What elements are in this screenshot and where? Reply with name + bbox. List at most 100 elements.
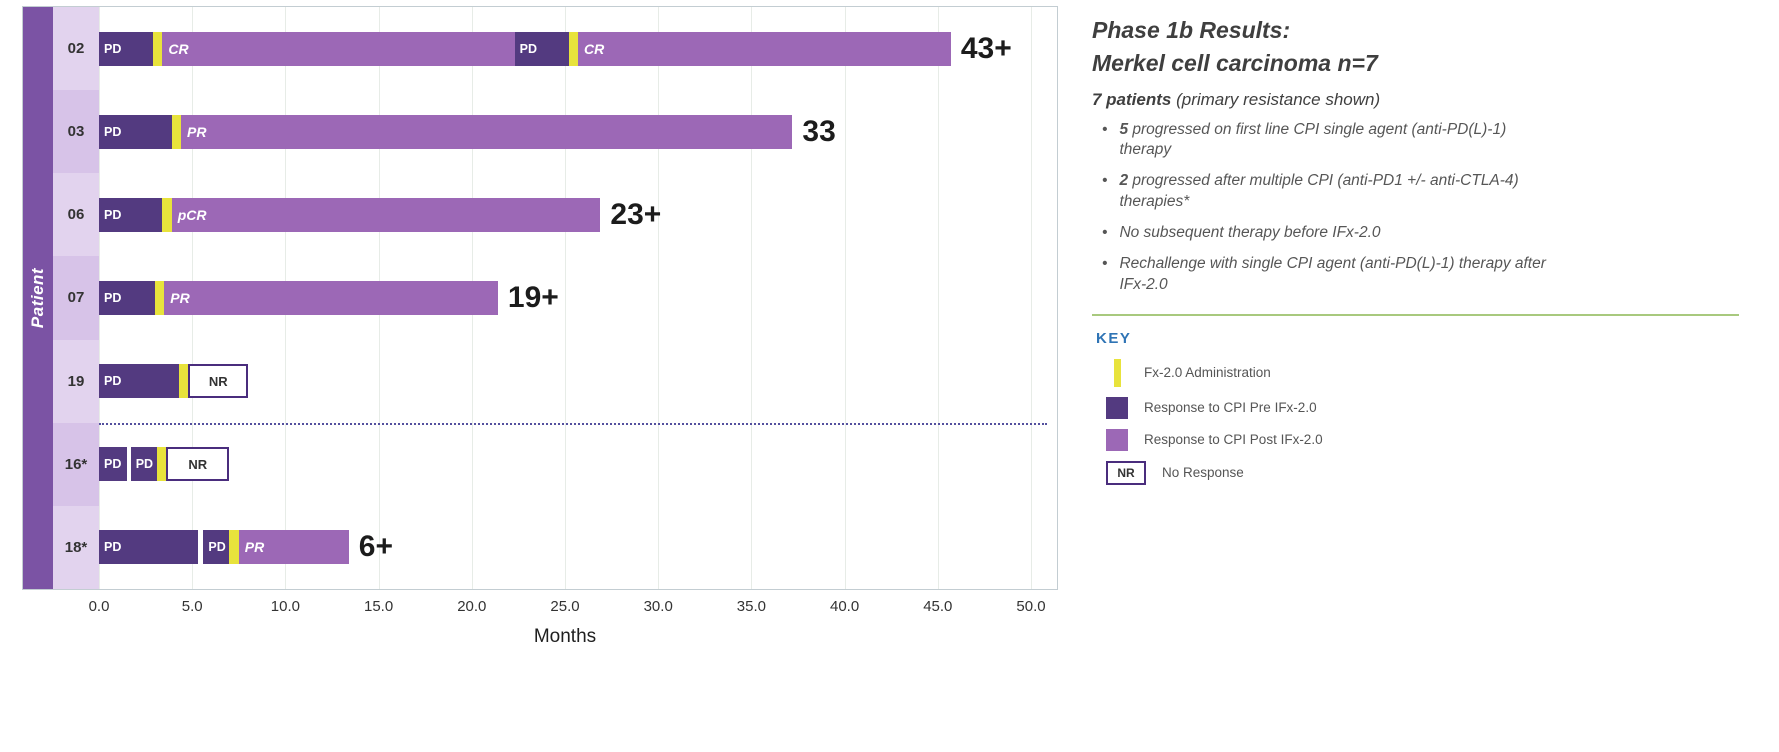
bar-segment-pre: PD bbox=[203, 530, 230, 565]
swim-row: PD PD NR bbox=[99, 423, 1031, 506]
bar-segment-post: pCR bbox=[171, 197, 601, 232]
gridline bbox=[1031, 7, 1032, 589]
admin-tick bbox=[153, 31, 163, 66]
plot-area: PD CR PD CR 43+ PD PR 33 PD pCR 23+ PD PR 19+ PD NR PD PD… bbox=[99, 7, 1047, 589]
axis-tick: 25.0 bbox=[550, 598, 580, 615]
axis-tick: 5.0 bbox=[181, 598, 203, 615]
bar-segment-pre: PD bbox=[99, 364, 180, 399]
admin-tick bbox=[568, 31, 579, 66]
bar-segment-pre: PD bbox=[99, 31, 154, 66]
swim-row: PD PR 33 bbox=[99, 90, 1031, 173]
panel-subtitle: 7 patients (primary resistance shown) bbox=[1092, 90, 1739, 110]
key-item-label: Response to CPI Pre IFx-2.0 bbox=[1144, 399, 1317, 415]
post-square-icon bbox=[1106, 428, 1128, 451]
bar-end-label: 19+ bbox=[507, 280, 559, 314]
nr-box-icon: NR bbox=[1106, 460, 1146, 485]
axis-tick: 15.0 bbox=[363, 598, 394, 615]
y-axis-title-strip: Patient bbox=[23, 7, 53, 589]
axis-tick: 45.0 bbox=[923, 598, 953, 615]
bar-segment-post: PR bbox=[181, 114, 793, 149]
bar-segment-post: PR bbox=[238, 530, 349, 565]
admin-tick-icon bbox=[1114, 358, 1121, 387]
patient-id: 18* bbox=[53, 505, 99, 589]
key-separator-line bbox=[1092, 313, 1739, 316]
bar-segment-pre: PD bbox=[99, 447, 127, 482]
key-item: Response to CPI Pre IFx-2.0 bbox=[1106, 396, 1739, 419]
patient-id-column: 02 03 06 07 19 16* 18* bbox=[53, 7, 99, 589]
bar-segment-post: CR bbox=[162, 31, 515, 66]
gridline bbox=[565, 7, 566, 589]
bar-segment-pre: PD bbox=[99, 197, 163, 232]
patient-id: 03 bbox=[53, 90, 99, 174]
panel-title-line2: Merkel cell carcinoma n=7 bbox=[1092, 49, 1378, 76]
bar-end-label: 43+ bbox=[960, 31, 1012, 65]
bullet-item: 2 progressed after multiple CPI (anti-PD… bbox=[1102, 171, 1552, 213]
axis-tick: 35.0 bbox=[736, 598, 766, 615]
gridline bbox=[658, 7, 660, 589]
admin-tick bbox=[156, 447, 167, 482]
swim-row: PD CR PD CR 43+ bbox=[99, 7, 1031, 90]
swim-row: PD pCR 23+ bbox=[99, 173, 1031, 256]
axis-tick: 20.0 bbox=[457, 598, 487, 615]
key-item: Response to CPI Post IFx-2.0 bbox=[1106, 428, 1739, 451]
axis-tick: 40.0 bbox=[829, 598, 860, 615]
gridline bbox=[937, 7, 939, 589]
bullet-text: 5 progressed on first line CPI single ag… bbox=[1119, 120, 1507, 159]
bar-end-label: 6+ bbox=[358, 530, 393, 564]
axis-tick: 0.0 bbox=[88, 598, 110, 615]
bullet-item: 5 progressed on first line CPI single ag… bbox=[1102, 120, 1552, 162]
admin-tick bbox=[154, 280, 165, 315]
bar-segment-post: CR bbox=[578, 31, 951, 66]
axis-tick: 10.0 bbox=[270, 598, 300, 615]
key-item-label: No Response bbox=[1162, 464, 1244, 480]
swimmer-chart: Patient 02 03 06 07 19 16* 18* PD CR PD CR 43+ PD PR… bbox=[22, 6, 1058, 647]
key-legend: Fx-2.0 Administration Response to CPI Pre… bbox=[1106, 358, 1739, 485]
panel-title-line1: Phase 1b Results: bbox=[1092, 17, 1291, 43]
bullet-text: 2 progressed after multiple CPI (anti-PD… bbox=[1119, 172, 1519, 211]
pre-square-icon bbox=[1106, 396, 1128, 419]
patient-id: 16* bbox=[53, 422, 99, 506]
gridline bbox=[751, 7, 753, 589]
nr-box: NR bbox=[188, 364, 249, 399]
plot-lane: PD CR PD CR 43+ PD PR 33 PD pCR 23+ PD PR 19+ PD NR PD PD… bbox=[99, 7, 1057, 589]
bar-end-label: 23+ bbox=[610, 197, 662, 231]
nr-box: NR bbox=[166, 447, 230, 482]
key-title: KEY bbox=[1096, 329, 1132, 347]
results-panel: Phase 1b Results: Merkel cell carcinoma … bbox=[1066, 0, 1779, 752]
swim-row: PD NR bbox=[99, 340, 1031, 423]
panel-subtitle-bold: 7 patients bbox=[1092, 89, 1172, 109]
admin-tick bbox=[229, 530, 239, 565]
swim-row: PD PD PR 6+ bbox=[99, 506, 1031, 589]
y-axis-title: Patient bbox=[28, 267, 47, 329]
bullet-item: Rechallenge with single CPI agent (anti-… bbox=[1102, 254, 1552, 296]
bar-end-label: 33 bbox=[802, 114, 836, 148]
admin-tick bbox=[171, 114, 181, 149]
bar-segment-pre: PD bbox=[99, 530, 198, 565]
bar-segment-pre: PD bbox=[99, 280, 155, 315]
bar-segment-pre: PD bbox=[99, 114, 172, 149]
key-item: Fx-2.0 Administration bbox=[1106, 358, 1739, 387]
key-item-label: Response to CPI Post IFx-2.0 bbox=[1144, 431, 1323, 447]
bullet-text: No subsequent therapy before IFx-2.0 bbox=[1119, 224, 1381, 242]
bar-segment-post: PR bbox=[164, 280, 498, 315]
x-axis-label: Months bbox=[533, 626, 597, 647]
swim-row: PD PR 19+ bbox=[99, 256, 1031, 339]
axis-tick: 30.0 bbox=[643, 598, 673, 615]
panel-subtitle-rest: (primary resistance shown) bbox=[1171, 89, 1381, 109]
bar-segment-pre: PD bbox=[130, 447, 157, 482]
key-item: NR No Response bbox=[1106, 460, 1739, 485]
bullet-item: No subsequent therapy before IFx-2.0 bbox=[1102, 223, 1552, 244]
bar-segment-pre: PD bbox=[514, 31, 569, 66]
key-item-label: Fx-2.0 Administration bbox=[1144, 364, 1271, 380]
axis-tick: 50.0 bbox=[1016, 598, 1046, 615]
patient-id: 02 bbox=[53, 7, 99, 91]
patient-id: 19 bbox=[53, 339, 99, 423]
group-divider-dotted bbox=[99, 422, 1047, 425]
admin-tick bbox=[162, 197, 172, 232]
x-axis-ticks: 0.0 5.0 10.0 15.0 20.0 25.0 30.0 35.0 40.0 45.0 50… bbox=[89, 598, 1046, 622]
x-axis: 0.0 5.0 10.0 15.0 20.0 25.0 30.0 35.0 40.0 45.0 50… bbox=[89, 598, 1057, 622]
patient-id: 07 bbox=[53, 256, 99, 340]
bullet-text: Rechallenge with single CPI agent (anti-… bbox=[1119, 255, 1546, 294]
admin-tick bbox=[179, 364, 189, 399]
